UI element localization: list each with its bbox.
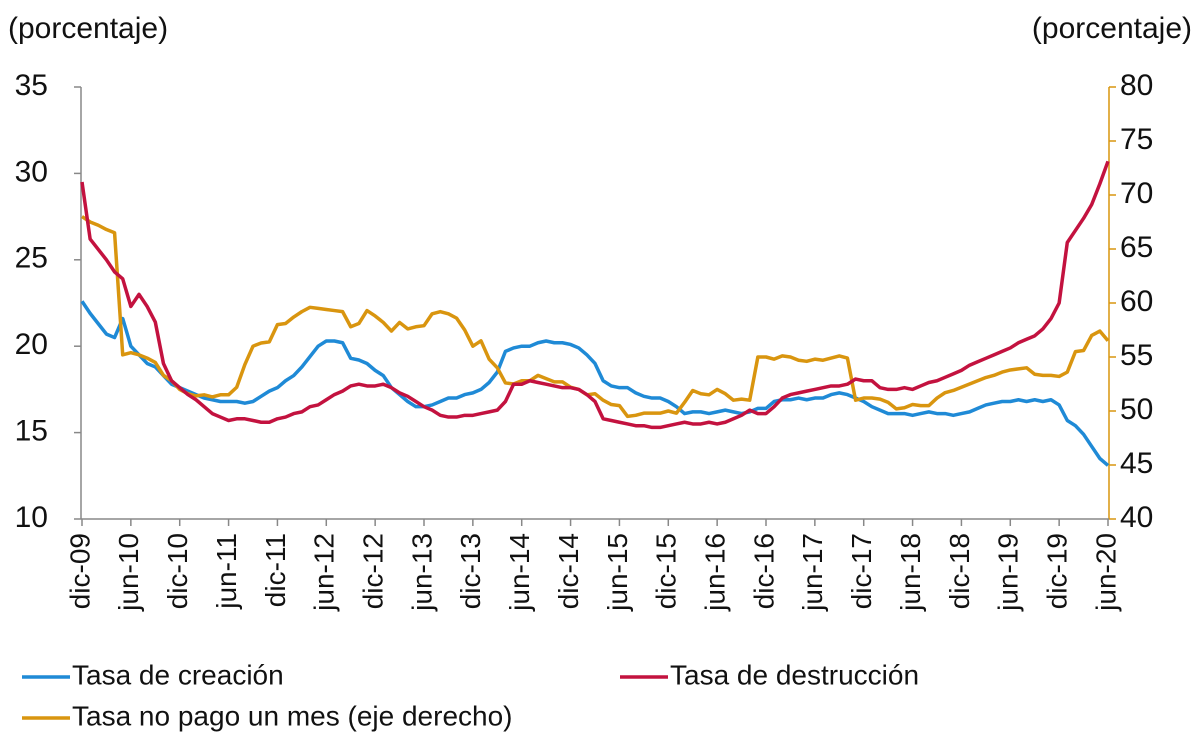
- x-tick-label: jun-17: [797, 533, 828, 612]
- x-tick-label: jun-11: [211, 533, 242, 610]
- y2-tick-label: 45: [1120, 447, 1153, 480]
- x-tick-label: dic-11: [260, 533, 291, 607]
- y2-tick-label: 75: [1120, 123, 1153, 156]
- y2-tick-label: 60: [1120, 285, 1153, 318]
- x-tick-label: jun-16: [700, 533, 731, 612]
- y-tick-label: 10: [15, 501, 48, 534]
- x-tick-label: jun-19: [993, 533, 1024, 612]
- x-tick-label: dic-09: [64, 533, 95, 609]
- y-tick-label: 35: [15, 69, 48, 102]
- y-tick-label: 25: [15, 242, 48, 275]
- y2-tick-label: 70: [1120, 177, 1153, 210]
- y2-tick-label: 80: [1120, 69, 1153, 102]
- x-tick-label: dic-10: [162, 533, 193, 609]
- y-axis-label: (porcentaje): [8, 12, 168, 45]
- x-tick-label: jun-14: [504, 533, 535, 612]
- y2-axis-label: (porcentaje): [1032, 12, 1192, 45]
- series-line: [81, 215, 1110, 419]
- x-tick-label: dic-12: [358, 533, 389, 609]
- y2-tick-label: 55: [1120, 339, 1153, 372]
- x-tick-label: dic-19: [1042, 533, 1073, 609]
- legend-label: Tasa de destrucción: [670, 659, 919, 690]
- x-tick-label: jun-12: [309, 533, 340, 612]
- y-tick-label: 30: [15, 155, 48, 188]
- y-tick-label: 20: [15, 328, 48, 361]
- y2-tick-label: 40: [1120, 501, 1153, 534]
- x-tick-label: dic-16: [748, 533, 779, 609]
- x-tick-label: dic-15: [651, 533, 682, 609]
- x-tick-label: dic-14: [553, 533, 584, 609]
- x-tick-label: jun-13: [406, 533, 437, 612]
- x-tick-label: jun-15: [602, 533, 633, 612]
- x-tick-label: dic-13: [455, 533, 486, 609]
- y-tick-label: 15: [15, 415, 48, 448]
- x-tick-label: dic-17: [846, 533, 877, 609]
- series-line: [80, 160, 1110, 430]
- y2-tick-label: 65: [1120, 231, 1153, 264]
- legend-label: Tasa de creación: [72, 659, 284, 690]
- y2-tick-label: 50: [1120, 393, 1153, 426]
- series-line: [80, 300, 1110, 467]
- x-tick-label: jun-10: [113, 533, 144, 612]
- x-tick-label: jun-18: [895, 533, 926, 612]
- x-tick-label: dic-18: [944, 533, 975, 609]
- x-tick-label: jun-20: [1090, 533, 1121, 612]
- legend-label: Tasa no pago un mes (eje derecho): [72, 700, 513, 731]
